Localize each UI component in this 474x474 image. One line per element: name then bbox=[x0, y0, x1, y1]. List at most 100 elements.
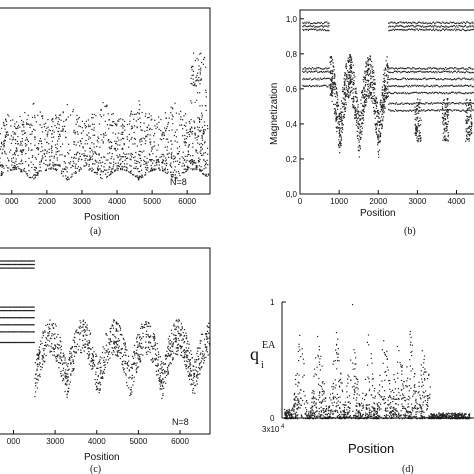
panel-b-point bbox=[433, 84, 435, 87]
panel-b-point bbox=[347, 91, 349, 93]
panel-a-point bbox=[31, 124, 33, 127]
panel-b-point bbox=[444, 26, 446, 28]
panel-c-point bbox=[0, 306, 2, 308]
panel-b-point bbox=[396, 25, 398, 27]
panel-b-point bbox=[368, 93, 370, 95]
panel-a-point bbox=[85, 126, 88, 128]
panel-b-point bbox=[462, 77, 464, 79]
panel-b-point bbox=[445, 125, 448, 128]
panel-b-point bbox=[469, 104, 471, 106]
panel-b-point bbox=[324, 29, 326, 31]
panel-b-point bbox=[432, 91, 434, 93]
panel-b-point bbox=[384, 79, 386, 82]
panel-b-ytick-label: 0,0 bbox=[286, 190, 298, 199]
panel-a-point bbox=[141, 129, 143, 132]
panel-a-point bbox=[194, 101, 196, 103]
panel-b-point bbox=[336, 96, 338, 98]
panel-c-point bbox=[101, 373, 103, 375]
panel-b-point bbox=[375, 110, 377, 112]
panel-a-point bbox=[49, 130, 51, 132]
panel-b-point bbox=[441, 68, 443, 70]
panel-a-point bbox=[54, 125, 56, 127]
panel-b-point bbox=[442, 118, 444, 120]
panel-b-point bbox=[471, 71, 473, 73]
panel-b-point bbox=[416, 102, 418, 104]
panel-b-point bbox=[388, 109, 390, 111]
panel-a-point bbox=[60, 146, 62, 148]
panel-a-point bbox=[208, 174, 210, 176]
panel-a-point bbox=[162, 138, 165, 140]
panel-a-point bbox=[150, 119, 152, 121]
panel-c-point bbox=[53, 348, 55, 350]
panel-b-point bbox=[471, 29, 473, 31]
panel-b-point bbox=[344, 107, 346, 109]
panel-c-point bbox=[189, 365, 191, 367]
panel-c-point bbox=[25, 306, 27, 308]
panel-b-point bbox=[318, 71, 320, 73]
panel-b-point bbox=[450, 79, 452, 81]
panel-b-point bbox=[447, 26, 449, 28]
panel-c-point bbox=[38, 374, 40, 377]
panel-b-point bbox=[377, 134, 379, 136]
panel-a-point bbox=[149, 134, 151, 136]
panel-a-point bbox=[123, 138, 125, 140]
panel-b-point bbox=[454, 92, 456, 94]
panel-b-point bbox=[445, 92, 447, 94]
panel-b-point bbox=[456, 68, 458, 70]
panel-c-point bbox=[190, 353, 193, 355]
panel-b-point bbox=[357, 134, 359, 136]
panel-c-point bbox=[113, 334, 115, 336]
panel-c-point bbox=[66, 393, 68, 395]
panel-b-point bbox=[397, 68, 399, 70]
panel-a-point bbox=[79, 125, 81, 128]
panel-c-point bbox=[193, 373, 195, 375]
panel-c-point bbox=[67, 363, 69, 365]
panel-c-point bbox=[82, 335, 84, 337]
panel-a-point bbox=[78, 125, 80, 127]
panel-a-point bbox=[102, 156, 105, 158]
panel-b-point bbox=[400, 72, 402, 74]
panel-b-point bbox=[360, 99, 362, 101]
panel-b-point bbox=[312, 85, 314, 87]
panel-c-point bbox=[123, 371, 125, 373]
panel-c-point bbox=[206, 330, 208, 332]
panel-a-point bbox=[140, 129, 142, 131]
panel-c-point bbox=[13, 317, 15, 319]
panel-a-point bbox=[158, 167, 160, 169]
panel-b-point bbox=[358, 156, 360, 158]
panel-b-point bbox=[314, 85, 316, 88]
panel-a-point bbox=[161, 135, 163, 137]
panel-b-point bbox=[311, 79, 313, 81]
panel-b-point bbox=[382, 116, 385, 118]
panel-c-point bbox=[14, 324, 16, 326]
panel-c-point bbox=[6, 317, 8, 319]
panel-a-point bbox=[24, 132, 26, 134]
panel-b-point bbox=[370, 64, 372, 66]
panel-c-point bbox=[125, 349, 127, 351]
panel-c-point bbox=[98, 389, 100, 391]
panel-a-point bbox=[111, 153, 113, 155]
panel-c-point bbox=[178, 339, 180, 341]
panel-b-point bbox=[333, 82, 335, 85]
panel-a-point bbox=[174, 156, 176, 158]
panel-b-point bbox=[392, 25, 394, 28]
panel-b-point bbox=[370, 66, 372, 68]
panel-c-point bbox=[9, 267, 11, 269]
panel-a-point bbox=[155, 156, 157, 158]
panel-a-point bbox=[39, 111, 41, 113]
panel-a-point bbox=[1, 127, 3, 129]
panel-c-point bbox=[179, 345, 181, 347]
panel-c-point bbox=[192, 380, 194, 382]
panel-c-point bbox=[125, 363, 127, 365]
panel-c-point bbox=[0, 260, 2, 262]
panel-a-point bbox=[79, 169, 81, 171]
panel-b-point bbox=[396, 92, 398, 94]
panel-a-point bbox=[146, 135, 148, 137]
panel-b-point bbox=[445, 78, 447, 80]
panel-b-point bbox=[416, 79, 418, 81]
panel-b-point bbox=[464, 110, 467, 112]
panel-c-point bbox=[193, 375, 195, 377]
panel-b-point bbox=[465, 99, 467, 101]
panel-c-point bbox=[28, 317, 31, 319]
panel-a-point bbox=[200, 67, 202, 69]
